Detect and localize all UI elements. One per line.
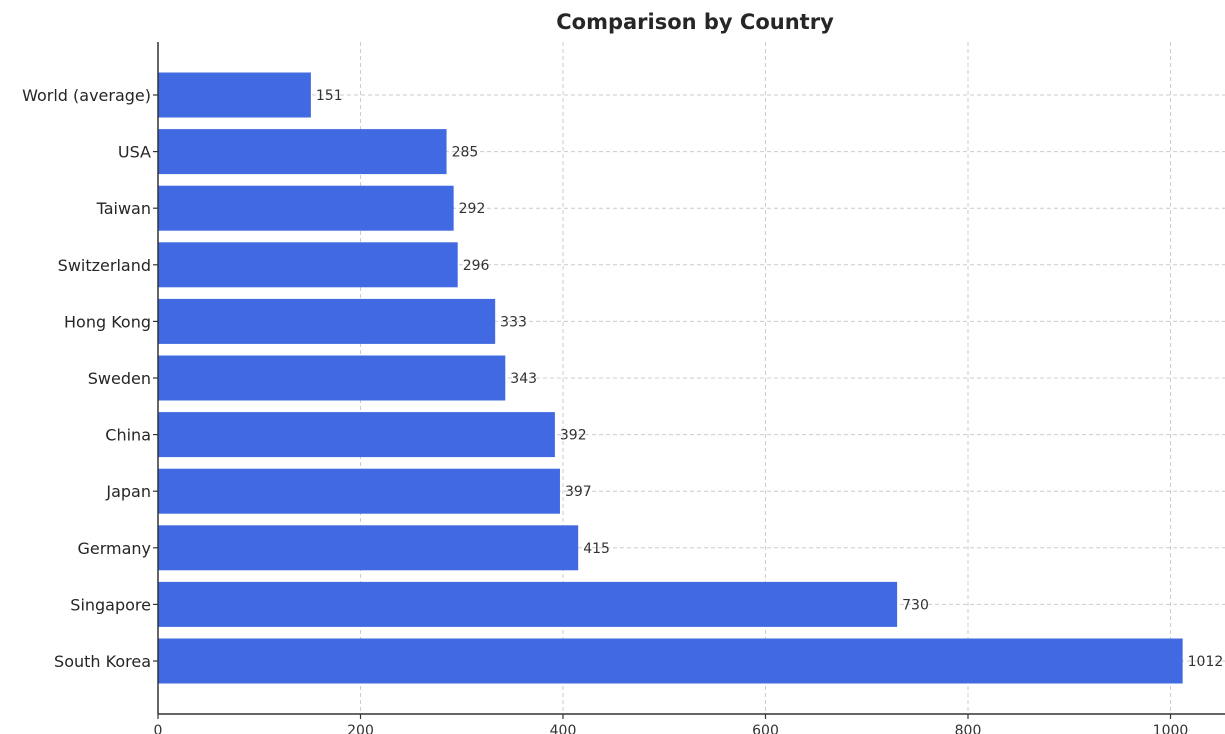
bar-10 xyxy=(158,638,1183,684)
value-label: 397 xyxy=(565,484,592,500)
bar-6 xyxy=(158,412,555,458)
x-tick-label: 800 xyxy=(955,723,982,734)
category-label: Taiwan xyxy=(96,199,151,218)
x-tick-label: 400 xyxy=(550,723,577,734)
chart-title: Comparison by Country xyxy=(556,10,834,34)
category-label: Japan xyxy=(105,482,151,501)
value-label: 333 xyxy=(500,314,527,330)
bar-8 xyxy=(158,525,579,571)
category-label: Sweden xyxy=(88,369,151,388)
value-label: 296 xyxy=(463,258,490,274)
x-tick-label: 1000 xyxy=(1153,723,1189,734)
value-label: 730 xyxy=(902,597,929,613)
bar-4 xyxy=(158,298,496,344)
value-label: 1012 xyxy=(1188,654,1224,670)
x-tick-label: 600 xyxy=(752,723,779,734)
data-labels: 151 285 292 296 333 343 392 397 415 730 1012 xyxy=(316,88,1223,670)
category-label: Switzerland xyxy=(58,256,151,275)
value-label: 285 xyxy=(452,145,479,161)
bar-0 xyxy=(158,72,311,118)
bar-2 xyxy=(158,185,454,231)
category-label: South Korea xyxy=(54,652,151,671)
value-label: 343 xyxy=(510,371,537,387)
bar-3 xyxy=(158,242,458,288)
category-label: Germany xyxy=(77,539,151,558)
x-tick-label: 200 xyxy=(347,723,374,734)
axes: 0 200 400 600 800 1000 World (average) USA Taiwa… xyxy=(22,42,1225,734)
category-label: Hong Kong xyxy=(64,312,151,331)
x-tick-label: 0 xyxy=(154,723,163,734)
value-label: 151 xyxy=(316,88,343,104)
bar-7 xyxy=(158,468,560,514)
bars xyxy=(158,72,1183,684)
bar-5 xyxy=(158,355,506,401)
category-label: China xyxy=(105,426,151,445)
value-label: 415 xyxy=(583,541,610,557)
value-label: 292 xyxy=(459,201,486,217)
category-label: Singapore xyxy=(70,595,151,614)
category-label: USA xyxy=(118,143,151,162)
value-label: 392 xyxy=(560,428,587,444)
bar-1 xyxy=(158,129,447,175)
bar-9 xyxy=(158,581,898,627)
category-label: World (average) xyxy=(22,86,151,105)
